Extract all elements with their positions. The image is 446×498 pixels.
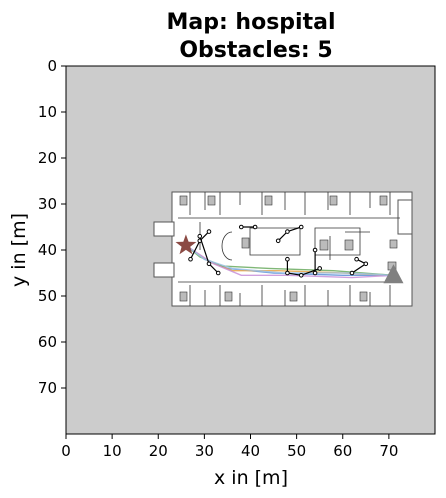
obstacle-point bbox=[354, 256, 359, 262]
obstacle-point bbox=[312, 270, 318, 276]
y-tick-label: 60 bbox=[38, 333, 57, 351]
obstacle-point bbox=[197, 233, 203, 239]
x-axis-label: x in [m] bbox=[214, 467, 288, 489]
y-tick-label: 50 bbox=[38, 287, 57, 305]
obstacle-group bbox=[188, 224, 369, 278]
obstacle-point bbox=[215, 270, 221, 276]
obstacle-point bbox=[188, 256, 193, 262]
y-tick-label: 20 bbox=[38, 149, 57, 167]
x-tick-label: 0 bbox=[61, 442, 71, 460]
y-tick-label: 40 bbox=[38, 241, 57, 259]
y-tick-label: 30 bbox=[38, 195, 57, 213]
hospital-floor-plan bbox=[153, 191, 413, 307]
x-tick-label: 20 bbox=[149, 442, 168, 460]
obstacle-point bbox=[285, 270, 290, 276]
obstacle-point bbox=[206, 229, 212, 234]
obstacle-point bbox=[317, 266, 322, 271]
obstacle-point bbox=[363, 261, 369, 267]
y-tick-label: 0 bbox=[47, 57, 57, 75]
trajectory-5 bbox=[185, 244, 394, 276]
x-tick-label: 60 bbox=[333, 442, 352, 460]
chart-title-line2: Obstacles: 5 bbox=[179, 38, 332, 63]
x-tick-label: 40 bbox=[241, 442, 260, 460]
start-marker bbox=[175, 234, 197, 255]
goal-marker bbox=[383, 264, 404, 284]
obstacle-point bbox=[252, 224, 258, 230]
obstacle-point bbox=[312, 247, 318, 253]
y-axis-ticks: 0 10 20 30 40 50 60 70 bbox=[38, 57, 66, 397]
y-tick-label: 10 bbox=[38, 103, 57, 121]
obstacle-path-5 bbox=[286, 259, 320, 276]
x-tick-label: 10 bbox=[103, 442, 122, 460]
x-axis-ticks: 0 10 20 30 40 50 60 70 bbox=[61, 434, 398, 460]
obstacle-point bbox=[238, 224, 244, 230]
marker-group bbox=[175, 234, 404, 284]
obstacle-point bbox=[298, 273, 304, 278]
x-tick-label: 70 bbox=[379, 442, 398, 460]
obstacle-point bbox=[275, 238, 281, 244]
y-tick-label: 70 bbox=[38, 379, 57, 397]
chart-title-line1: Map: hospital bbox=[166, 10, 335, 35]
x-tick-label: 50 bbox=[287, 442, 306, 460]
trajectory-3 bbox=[185, 244, 394, 276]
obstacle-point bbox=[349, 270, 355, 276]
obstacle-point bbox=[298, 224, 304, 230]
obstacle-point bbox=[285, 229, 290, 234]
obstacle-point bbox=[285, 256, 290, 262]
y-axis-label: y in [m] bbox=[8, 213, 30, 287]
obstacle-point bbox=[206, 261, 212, 267]
x-tick-label: 30 bbox=[195, 442, 214, 460]
